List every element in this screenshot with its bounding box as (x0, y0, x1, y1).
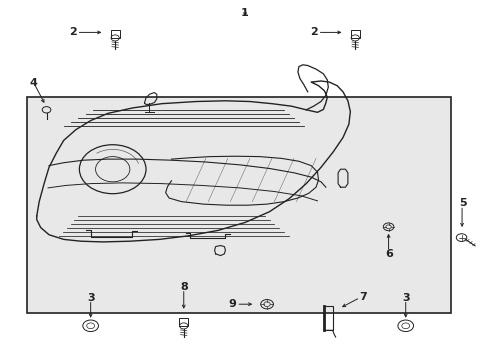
Text: 9: 9 (228, 299, 236, 309)
Text: 2: 2 (310, 27, 318, 37)
Bar (179, 319, 188, 326)
Text: 5: 5 (459, 198, 467, 208)
Text: 6: 6 (386, 249, 393, 259)
Text: 8: 8 (180, 282, 188, 292)
Bar (351, 31, 360, 38)
Text: 4: 4 (29, 78, 37, 88)
Bar (27, 97, 451, 313)
Text: 3: 3 (402, 293, 410, 303)
Bar (111, 31, 120, 38)
Text: 1: 1 (241, 8, 249, 18)
Text: 2: 2 (69, 27, 76, 37)
Bar (324, 306, 333, 330)
Text: 7: 7 (360, 292, 368, 302)
Text: 3: 3 (87, 293, 95, 303)
